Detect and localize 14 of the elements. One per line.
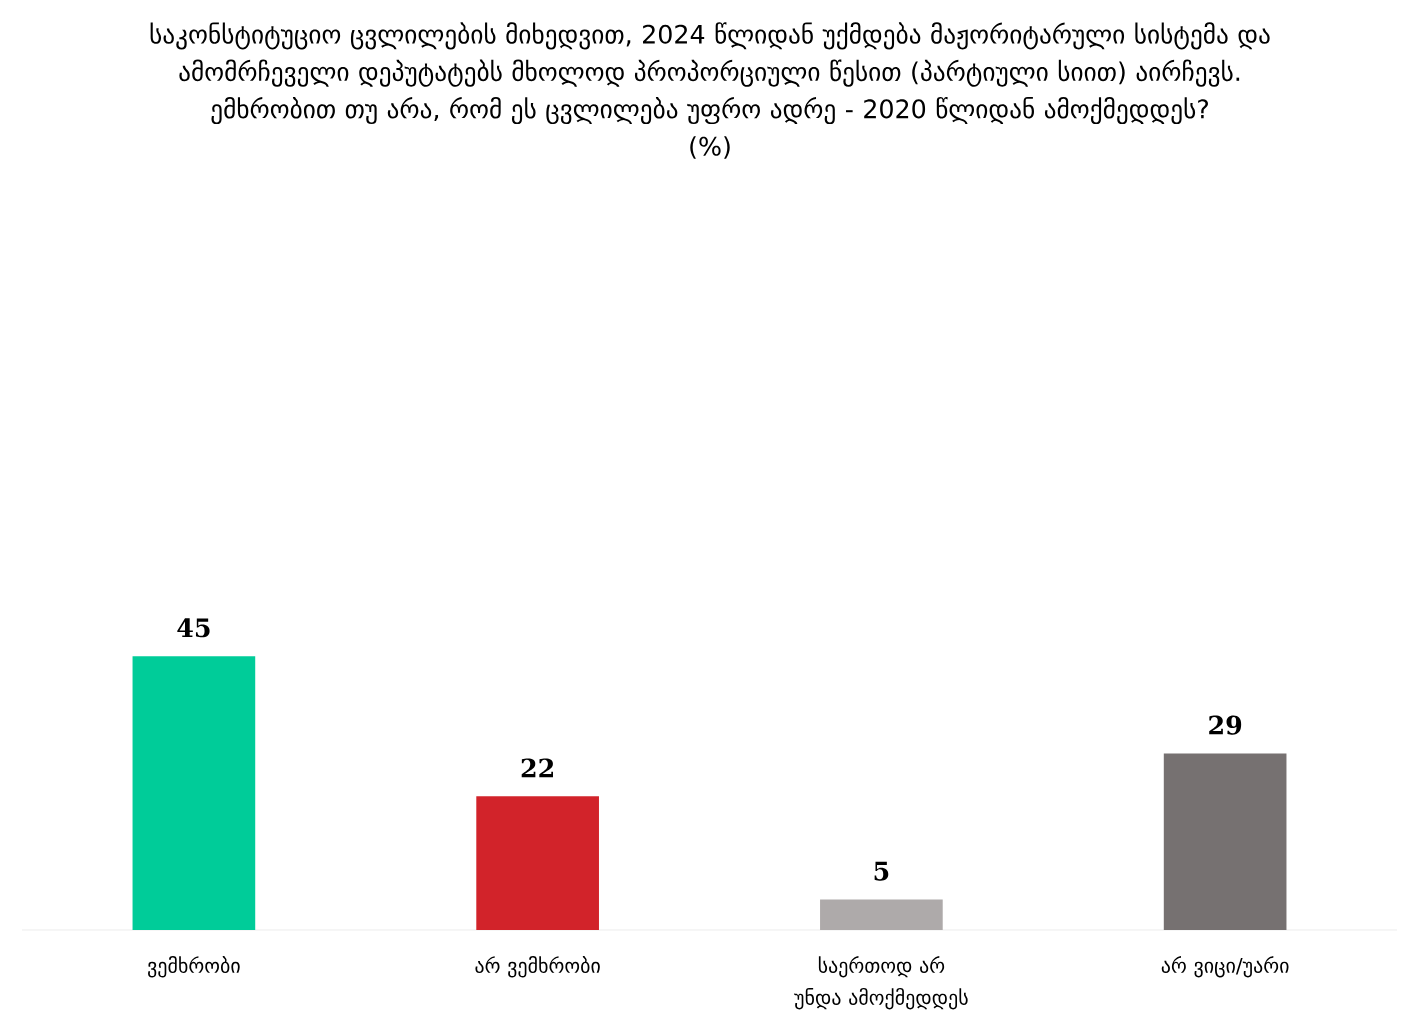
x-tick-label: ვემხრობი: [148, 956, 240, 978]
bar: [1163, 753, 1287, 930]
bar: [820, 899, 943, 930]
x-tick-label: არ ვემხრობი: [475, 956, 600, 978]
data-label: 29: [1209, 715, 1242, 735]
chart-title: საკონსტიტუციო ცვლილების მიხედვით, 2024 წლიდან უქმდება მაჟორიტარული სისტემა და ამომრჩეველი დეპუტატებს მხოლოდ პროპორციული წესით (პარტიული სიით) აირჩევს. ემხრობით თუ არა, რომ ეს ცვლილება უფრო ადრე - 2020 წლიდან ამოქმედდეს?: [150, 22, 1270, 125]
chart-subtitle: (%): [690, 136, 730, 159]
bar: [476, 796, 599, 930]
data-label: 45: [177, 618, 210, 638]
data-label: 22: [521, 758, 553, 778]
bar: [132, 656, 256, 930]
x-tick-label: არ ვიცი/უარი: [1161, 956, 1289, 978]
data-label: 5: [874, 861, 889, 881]
x-tick-label: საერთოდ არ უნდა ამოქმედდეს: [794, 956, 968, 1010]
